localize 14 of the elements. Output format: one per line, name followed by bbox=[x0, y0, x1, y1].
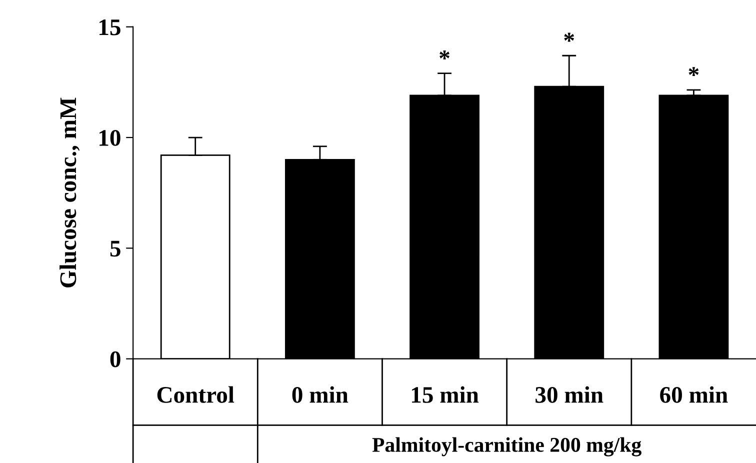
annotation: * bbox=[688, 67, 699, 76]
annotation: * bbox=[564, 32, 574, 42]
y-tick-label: 0 bbox=[110, 351, 120, 368]
text: Palmitoyl-carnitine 200 mg/kg bbox=[372, 437, 642, 456]
y-tick-label: 15 bbox=[100, 19, 120, 36]
x-tick-label: 60 min bbox=[660, 386, 728, 403]
y-axis-title: Glucose conc., mM bbox=[60, 98, 80, 288]
y-tick-label: 5 bbox=[110, 240, 120, 257]
x-tick-label: Control bbox=[157, 386, 234, 403]
y-tick-label: 10 bbox=[100, 130, 120, 146]
x-tick-label: 30 min bbox=[536, 386, 604, 403]
x-tick-label: 15 min bbox=[412, 386, 479, 403]
annotation: * bbox=[440, 50, 450, 60]
x-tick-label: 0 min bbox=[292, 386, 348, 403]
